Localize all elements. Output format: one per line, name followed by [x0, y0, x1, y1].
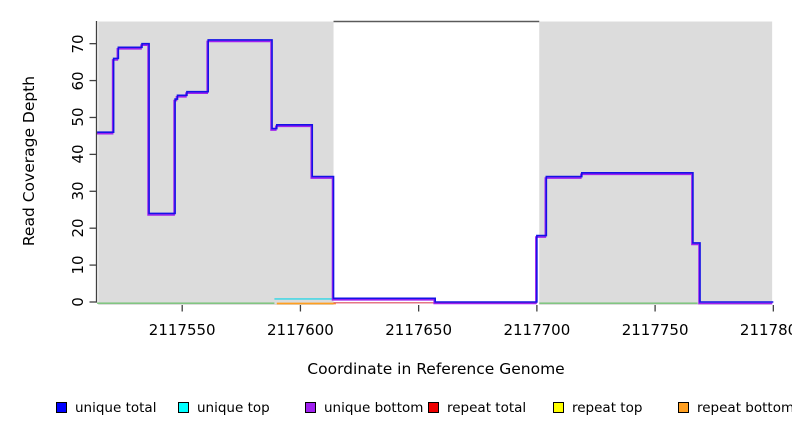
- legend-label-repeat-top: repeat top: [572, 400, 643, 416]
- legend-label-repeat-bottom: repeat bottom: [697, 400, 792, 416]
- legend-label-unique-bottom: unique bottom: [324, 400, 424, 416]
- x-tick-label: 2117750: [621, 321, 689, 339]
- y-tick-label: 0: [69, 297, 87, 307]
- shaded-region: [539, 21, 773, 305]
- y-axis-title: Read Coverage Depth: [20, 75, 38, 247]
- legend-swatch-unique-bottom: [305, 402, 316, 413]
- y-tick-label: 40: [69, 144, 87, 164]
- legend-label-unique-total: unique total: [75, 400, 157, 416]
- legend-swatch-unique-top: [178, 402, 189, 413]
- series-group: [96, 39, 774, 305]
- x-tick-label: 2117800: [739, 321, 792, 339]
- y-tick-label: 10: [69, 255, 87, 275]
- legend-label-repeat-total: repeat total: [447, 400, 527, 416]
- y-tick-label: 50: [69, 107, 87, 128]
- legend-swatch-unique-total: [56, 402, 67, 413]
- legend-swatch-repeat-bottom: [678, 402, 689, 413]
- y-tick-label: 70: [69, 34, 87, 54]
- series-step-unique-total: [97, 39, 774, 303]
- x-axis-title: Coordinate in Reference Genome: [307, 360, 565, 378]
- y-tick-label: 30: [69, 181, 87, 201]
- legend-swatch-repeat-top: [553, 402, 564, 413]
- x-tick-label: 2117550: [148, 321, 216, 339]
- y-tick-label: 60: [69, 71, 87, 91]
- x-tick-label: 2117600: [267, 321, 334, 339]
- y-tick-label: 20: [69, 218, 87, 238]
- legend-label-unique-top: unique top: [197, 400, 270, 416]
- legend-swatch-repeat-total: [428, 402, 439, 413]
- shaded-region: [98, 21, 334, 305]
- x-tick-label: 2117700: [503, 321, 571, 339]
- x-tick-label: 2117650: [385, 321, 453, 339]
